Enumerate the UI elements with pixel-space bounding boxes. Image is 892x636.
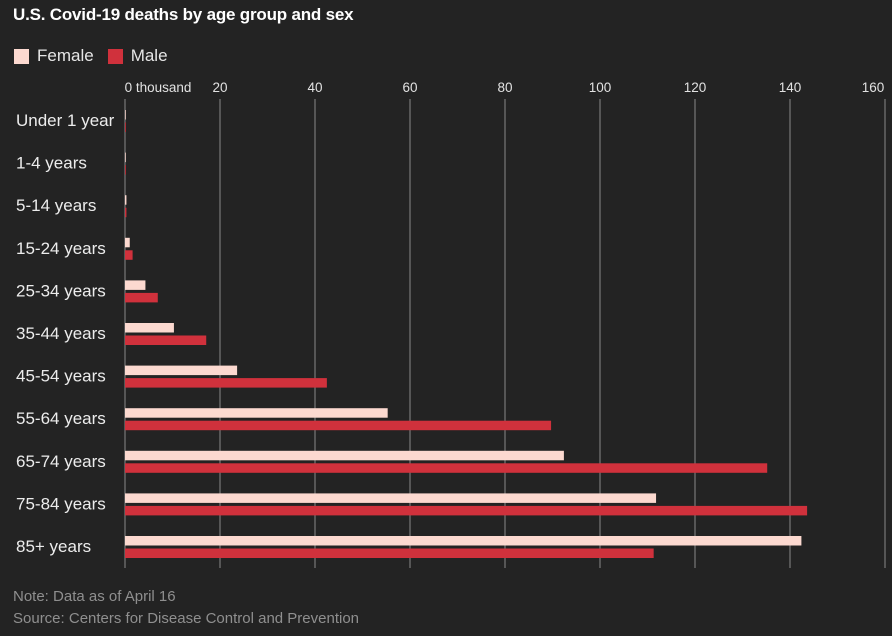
bar-female <box>125 450 564 461</box>
bar-male <box>125 335 207 345</box>
legend-label-female: Female <box>37 46 94 65</box>
x-tick-label: 0 thousand <box>125 80 192 95</box>
legend-item-female: Female <box>14 46 94 66</box>
category-label: 85+ years <box>16 537 91 556</box>
bar-male <box>125 165 126 175</box>
category-label: 45-54 years <box>16 367 106 386</box>
bar-female <box>125 323 174 333</box>
chart-title: U.S. Covid-19 deaths by age group and se… <box>13 5 354 24</box>
category-label: 55-64 years <box>16 409 106 428</box>
x-tick-label: 100 <box>589 80 612 95</box>
x-tick-label: 140 <box>779 80 802 95</box>
source-text: Source: Centers for Disease Control and … <box>13 610 360 627</box>
bar-male <box>125 378 327 388</box>
category-label: 5-14 years <box>16 196 96 215</box>
legend-item-male: Male <box>107 46 168 66</box>
category-label: 35-44 years <box>16 324 106 343</box>
bar-male <box>125 463 768 473</box>
category-label: 15-24 years <box>16 239 106 258</box>
bar-female <box>125 536 802 546</box>
legend-swatch-female <box>14 48 29 64</box>
bar-chart: 0 thousand 20 40 60 80 100 120 140 160 Under 1 ye… <box>16 80 886 568</box>
legend: Female Male <box>14 46 182 66</box>
bar-female <box>125 110 126 120</box>
bar-male <box>125 207 127 218</box>
bar-female <box>125 493 657 503</box>
legend-label-male: Male <box>130 46 168 65</box>
bar-female <box>125 408 388 418</box>
bar-male <box>125 420 552 431</box>
category-label: 65-74 years <box>16 452 106 471</box>
legend-swatch-male <box>107 48 123 64</box>
bar-male <box>125 292 158 303</box>
x-tick-label: 120 <box>684 80 707 95</box>
bar-female <box>125 195 127 205</box>
note-text: Note: Data as of April 16 <box>13 588 176 605</box>
x-tick-label: 20 <box>212 80 227 95</box>
bar-female <box>125 152 126 163</box>
bar-female <box>125 237 130 248</box>
x-tick-label: 60 <box>402 80 417 95</box>
bar-female <box>125 280 146 290</box>
x-tick-label: 160 <box>862 80 885 95</box>
bar-male <box>125 250 133 260</box>
category-label: 75-84 years <box>16 494 106 513</box>
bar-male <box>125 505 808 516</box>
bar-male <box>125 122 126 132</box>
category-label: Under 1 year <box>16 111 115 130</box>
category-label: 1-4 years <box>16 154 87 173</box>
bar-male <box>125 548 654 558</box>
category-label: 25-34 years <box>16 281 106 300</box>
x-tick-label: 80 <box>497 80 512 95</box>
bar-female <box>125 365 238 376</box>
x-tick-label: 40 <box>307 80 322 95</box>
footnote: Note: Data as of April 16 Source: Center… <box>13 586 359 630</box>
